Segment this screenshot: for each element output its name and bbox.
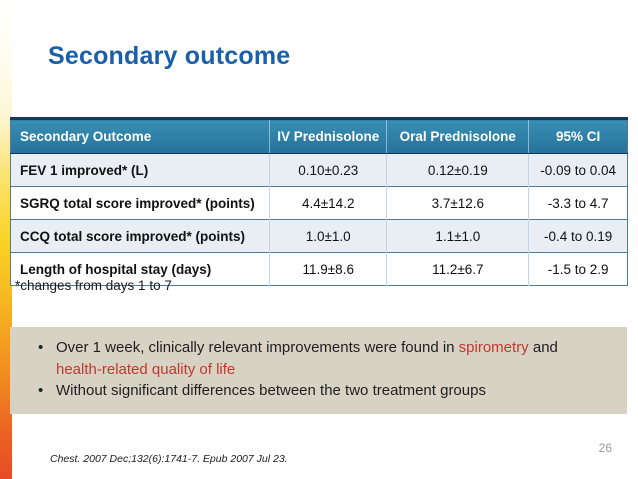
- ci-value: -1.5 to 2.9: [528, 252, 628, 286]
- bullet-icon: •: [38, 382, 44, 399]
- bullet1-text: Over 1 week, clinically relevant improve…: [56, 339, 459, 356]
- oral-value: 1.1±1.0: [386, 219, 529, 253]
- table-row: CCQ total score improved* (points) 1.0±1…: [10, 219, 628, 253]
- bullet1-highlight-quality-of-life: health-related quality of life: [56, 360, 236, 378]
- table-row: Length of hospital stay (days) 11.9±8.6 …: [10, 252, 628, 286]
- gradient-accent-bar: [0, 0, 12, 479]
- column-header-iv-prednisolone: IV Prednisolone: [269, 117, 387, 154]
- table-row: FEV 1 improved* (L) 0.10±0.23 0.12±0.19 …: [10, 153, 628, 187]
- row-label: CCQ total score improved* (points): [10, 219, 270, 253]
- iv-value: 1.0±1.0: [269, 219, 387, 253]
- ci-value: -0.09 to 0.04: [528, 153, 628, 187]
- citation: Chest. 2007 Dec;132(6):1741-7. Epub 2007…: [50, 453, 288, 465]
- oral-value: 3.7±12.6: [386, 186, 529, 220]
- row-label: FEV 1 improved* (L): [10, 153, 270, 187]
- ci-value: -0.4 to 0.19: [528, 219, 628, 253]
- page-number: 26: [598, 441, 612, 455]
- bullet-text-1: Over 1 week, clinically relevant improve…: [56, 337, 558, 380]
- oral-value: 0.12±0.19: [386, 153, 529, 187]
- iv-value: 0.10±0.23: [269, 153, 387, 187]
- bullet-item-2: • Without significant differences betwee…: [38, 380, 613, 402]
- bullet1-text-and: and: [528, 339, 558, 356]
- column-header-oral-prednisolone: Oral Prednisolone: [386, 117, 529, 154]
- table-footnote: *changes from days 1 to 7: [15, 278, 172, 293]
- iv-value: 11.9±8.6: [269, 252, 387, 286]
- bullet-text-2: Without significant differences between …: [56, 382, 486, 399]
- column-header-outcome: Secondary Outcome: [10, 117, 270, 154]
- iv-value: 4.4±14.2: [269, 186, 387, 220]
- table-row: SGRQ total score improved* (points) 4.4±…: [10, 186, 628, 220]
- row-label: SGRQ total score improved* (points): [10, 186, 270, 220]
- column-header-95ci: 95% CI: [528, 117, 628, 154]
- slide-title: Secondary outcome: [48, 42, 291, 70]
- table-header-row: Secondary Outcome IV Prednisolone Oral P…: [10, 117, 628, 154]
- bullet-icon: •: [38, 339, 44, 356]
- bullet-item-1: • Over 1 week, clinically relevant impro…: [38, 337, 613, 380]
- bullet1-highlight-spirometry: spirometry: [458, 339, 529, 356]
- summary-box: • Over 1 week, clinically relevant impro…: [10, 327, 627, 414]
- ci-value: -3.3 to 4.7: [528, 186, 628, 220]
- secondary-outcome-table: Secondary Outcome IV Prednisolone Oral P…: [10, 117, 628, 286]
- row-label: Length of hospital stay (days): [10, 252, 270, 286]
- oral-value: 11.2±6.7: [386, 252, 529, 286]
